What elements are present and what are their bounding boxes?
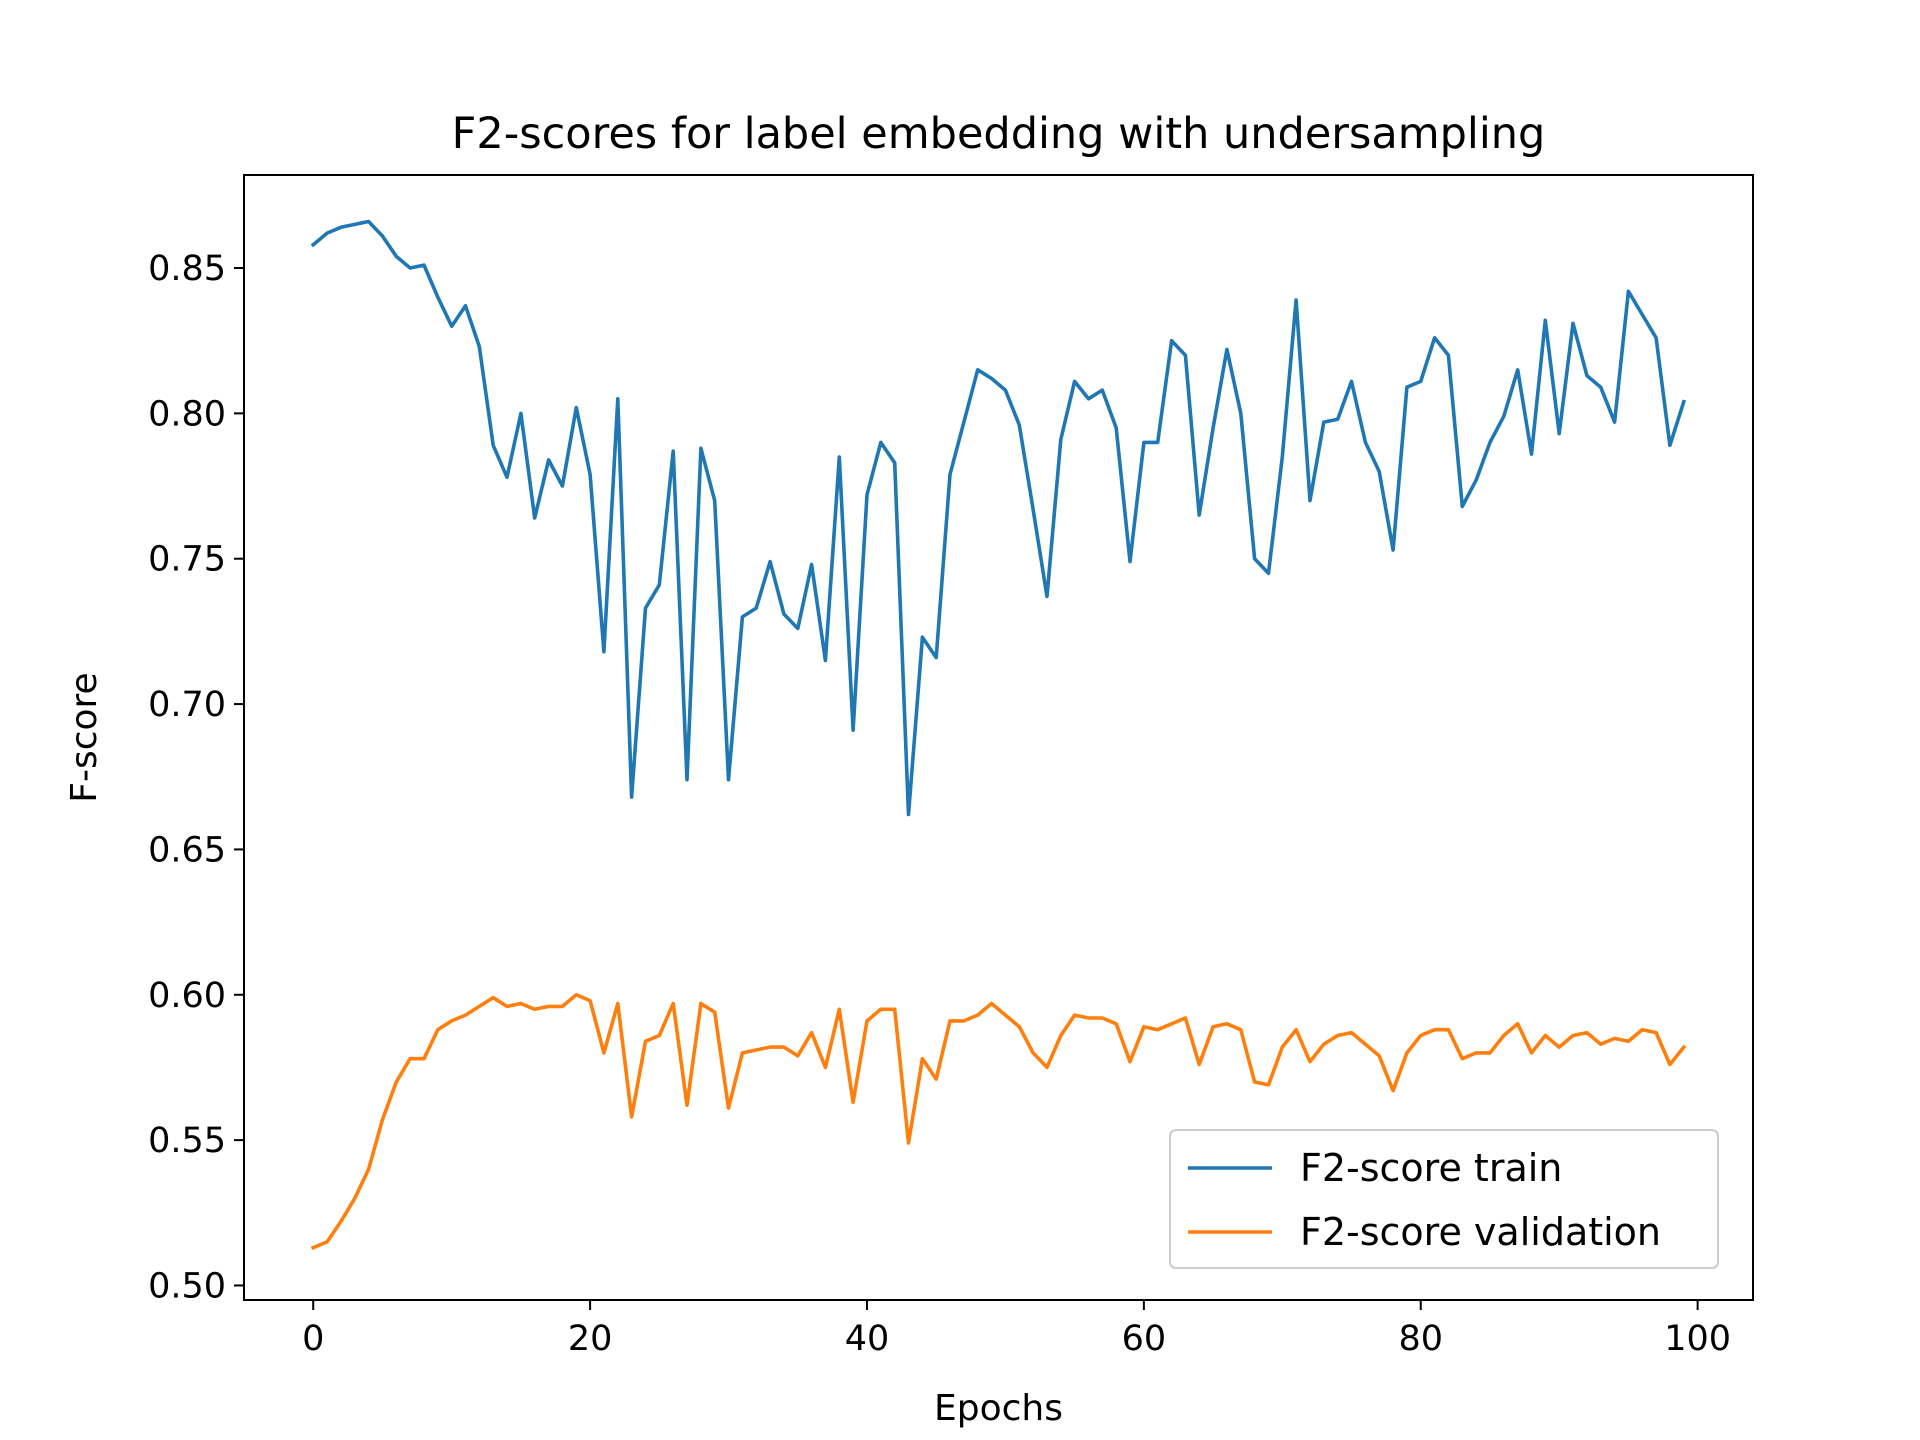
y-tick-label: 0.55 <box>148 1121 226 1161</box>
plot-lines <box>310 219 1687 1251</box>
y-tick-label: 0.85 <box>148 249 226 289</box>
x-tick-label: 100 <box>1664 1319 1731 1359</box>
x-tick-label: 60 <box>1122 1319 1167 1359</box>
y-tick-label: 0.60 <box>148 976 226 1016</box>
y-axis-label: F-score <box>64 672 105 802</box>
legend-label: F2-score validation <box>1300 1210 1661 1254</box>
plot-frame <box>243 174 1754 1301</box>
legend: F2-score train F2-score validation <box>1169 1129 1719 1269</box>
series-line-validation <box>310 992 1687 1251</box>
chart-title: F2-scores for label embedding with under… <box>452 109 1546 159</box>
legend-box <box>1169 1129 1719 1269</box>
y-axis: 0.50 0.55 0.60 0.65 0.70 0.75 0.80 0.85 <box>148 249 244 1306</box>
x-tick-label: 0 <box>302 1319 324 1359</box>
y-tick-label: 0.50 <box>148 1266 226 1306</box>
series-line-train <box>310 219 1687 817</box>
y-tick-label: 0.80 <box>148 394 226 434</box>
x-tick-label: 20 <box>568 1319 613 1359</box>
x-tick-label: 80 <box>1398 1319 1443 1359</box>
legend-label: F2-score train <box>1300 1146 1562 1190</box>
x-axis: 0 20 40 60 80 100 <box>302 1300 1731 1359</box>
y-tick-label: 0.75 <box>148 540 226 580</box>
x-tick-label: 40 <box>845 1319 890 1359</box>
y-tick-label: 0.70 <box>148 685 226 725</box>
x-axis-label: Epochs <box>934 1388 1063 1429</box>
y-tick-label: 0.65 <box>148 830 226 870</box>
